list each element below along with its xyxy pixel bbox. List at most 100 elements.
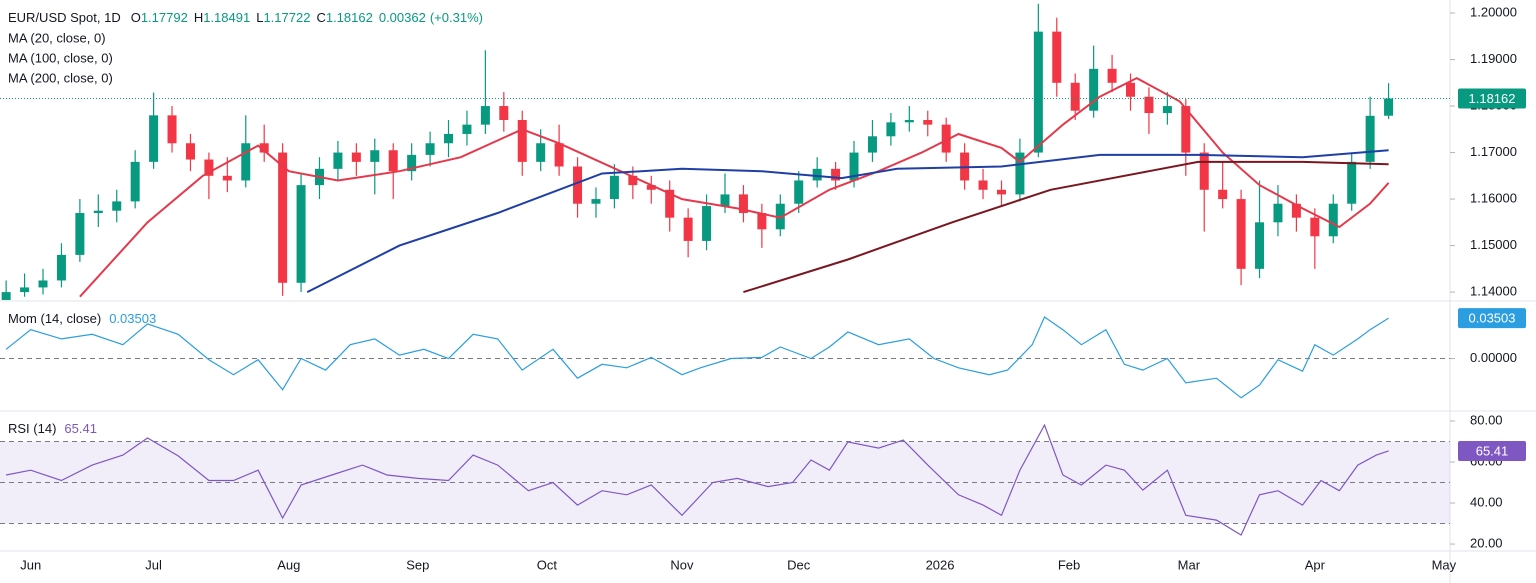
candle-body [370,150,380,162]
last-value-box [1458,308,1526,329]
header-item: O [131,10,141,25]
candle-body [93,210,103,214]
candle-body [149,115,159,162]
series-line [79,76,1390,298]
candle-body [241,143,251,181]
series-line [5,316,1389,399]
chart-header: EUR/USD Spot, 1D O1.17792 H1.18491 L1.17722… [8,10,483,25]
candle-body [1255,222,1265,269]
series-line [306,149,1389,293]
series-line [743,160,1389,294]
candle-body [609,175,619,200]
candle-body [1236,199,1246,269]
candle-body [1365,115,1375,162]
candle-body [56,254,66,281]
candle-body [1162,106,1172,114]
candle-body [683,217,693,241]
candle-body [167,115,177,144]
y-tick-label: 1.20000 [1470,4,1517,19]
last-value-label: 0.03503 [1469,311,1516,326]
candle-body [480,106,490,125]
candle-body [591,199,601,204]
candle-body [904,120,914,123]
candle-body [222,175,232,181]
pane-title: RSI (14) [8,421,56,436]
header-item: (+0.31%) [430,10,483,25]
last-value-box [1458,440,1526,461]
candle-body [794,180,804,204]
candle-body [204,159,214,176]
candle-body [1347,161,1357,204]
header-item: EUR/USD Spot, 1D [8,10,121,25]
y-tick-label: 1.14000 [1470,284,1517,299]
y-tick-label: 80.00 [1470,412,1503,427]
candle-body [1107,68,1117,83]
x-tick-label: Oct [537,557,558,572]
x-tick-label: Sep [406,557,429,572]
header-item: L [256,10,263,25]
candle-body [1384,98,1394,116]
x-tick-label: Dec [787,557,811,572]
candle-body [831,168,841,181]
candle-body [1070,82,1080,111]
candle-body [185,143,195,160]
x-tick-label: Mar [1178,557,1201,572]
candle-body [517,120,527,162]
candle-body [112,201,122,211]
candle-body [867,136,877,153]
last-value-label: 1.18162 [1469,91,1516,106]
candle-body [333,152,343,169]
candle-body [75,213,85,255]
rsi-pane [0,423,1450,536]
candle-body [499,106,509,120]
x-tick-label: Aug [277,557,300,572]
candle-body [1310,217,1320,237]
candle-body [1181,106,1191,153]
candle-body [278,152,288,283]
candle-body [1328,203,1338,237]
last-value-label: 65.41 [1476,443,1509,458]
candle-body [812,168,822,181]
y-tick-label: 0.00000 [1470,350,1517,365]
candle-body [130,161,140,202]
candle-body [407,154,417,172]
y-tick-label: 1.16000 [1470,191,1517,206]
candle-body [628,175,638,186]
header-item: C [316,10,325,25]
x-tick-label: 2026 [926,557,955,572]
candle-body [775,203,785,230]
pane-value: 0.03503 [109,311,156,326]
candle-body [757,213,767,230]
pane-header: Mom (14, close) 0.03503 [8,311,156,326]
pane-header: RSI (14) 65.41 [8,421,97,436]
candle-body [38,280,48,288]
candle-body [296,185,306,283]
header-item: 1.17722 [263,10,310,25]
candle-body [886,122,896,137]
candle-body [1033,31,1043,153]
candle-body [738,194,748,214]
candle-body [20,287,30,293]
candle-body [259,143,269,153]
x-tick-label: May [1432,557,1457,572]
legend-entry: MA (200, close, 0) [8,70,113,85]
y-tick-label: 40.00 [1470,494,1503,509]
candle-body [444,133,454,144]
candle-body [978,180,988,190]
candle-body [1144,96,1154,114]
candle-body [1199,152,1209,190]
legend-entry: MA (20, close, 0) [8,30,106,45]
header-item: 1.18162 [326,10,373,25]
candle-body [1,292,11,300]
candle-body [536,143,546,162]
header-item: 1.17792 [141,10,188,25]
candle-body [996,189,1006,195]
candle-body [720,194,730,207]
candle-body [923,120,933,125]
header-item: 0.00362 [379,10,426,25]
legend-entry: MA (100, close, 0) [8,50,113,65]
pane-title: Mom (14, close) [8,311,101,326]
candle-body [1126,82,1136,97]
candle-body [388,150,398,172]
